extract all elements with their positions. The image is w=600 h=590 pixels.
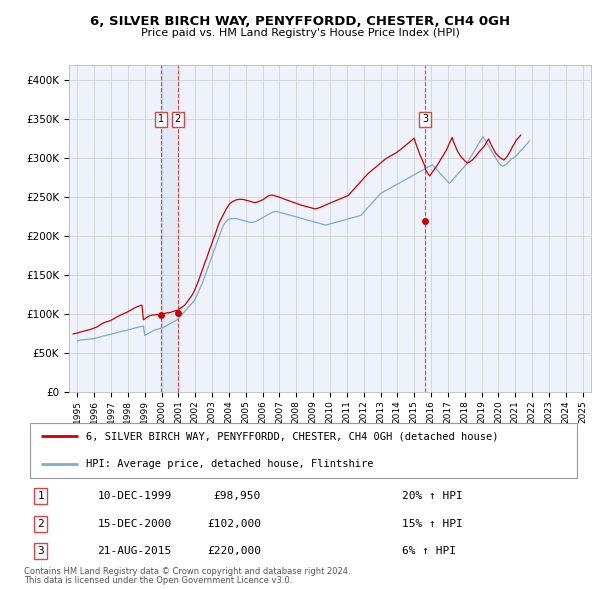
Text: 1: 1 bbox=[158, 114, 164, 124]
Text: 3: 3 bbox=[422, 114, 428, 124]
Text: 15-DEC-2000: 15-DEC-2000 bbox=[97, 519, 172, 529]
Text: 15% ↑ HPI: 15% ↑ HPI bbox=[402, 519, 463, 529]
Bar bbox=[29, 423, 577, 478]
Text: 6, SILVER BIRCH WAY, PENYFFORDD, CHESTER, CH4 0GH: 6, SILVER BIRCH WAY, PENYFFORDD, CHESTER… bbox=[90, 15, 510, 28]
Text: 6, SILVER BIRCH WAY, PENYFFORDD, CHESTER, CH4 0GH (detached house): 6, SILVER BIRCH WAY, PENYFFORDD, CHESTER… bbox=[86, 431, 499, 441]
Text: Contains HM Land Registry data © Crown copyright and database right 2024.: Contains HM Land Registry data © Crown c… bbox=[24, 567, 350, 576]
Text: This data is licensed under the Open Government Licence v3.0.: This data is licensed under the Open Gov… bbox=[24, 576, 292, 585]
Text: £98,950: £98,950 bbox=[214, 491, 261, 502]
Bar bbox=[161, 65, 178, 392]
Text: 1: 1 bbox=[38, 491, 44, 502]
Text: 21-AUG-2015: 21-AUG-2015 bbox=[97, 546, 172, 556]
Text: 20% ↑ HPI: 20% ↑ HPI bbox=[402, 491, 463, 502]
Text: 10-DEC-1999: 10-DEC-1999 bbox=[97, 491, 172, 502]
Text: HPI: Average price, detached house, Flintshire: HPI: Average price, detached house, Flin… bbox=[86, 458, 374, 468]
Text: £220,000: £220,000 bbox=[207, 546, 261, 556]
Text: 2: 2 bbox=[38, 519, 44, 529]
Text: 6% ↑ HPI: 6% ↑ HPI bbox=[402, 546, 456, 556]
Text: 3: 3 bbox=[38, 546, 44, 556]
Text: £102,000: £102,000 bbox=[207, 519, 261, 529]
Text: Price paid vs. HM Land Registry's House Price Index (HPI): Price paid vs. HM Land Registry's House … bbox=[140, 28, 460, 38]
Text: 2: 2 bbox=[175, 114, 181, 124]
